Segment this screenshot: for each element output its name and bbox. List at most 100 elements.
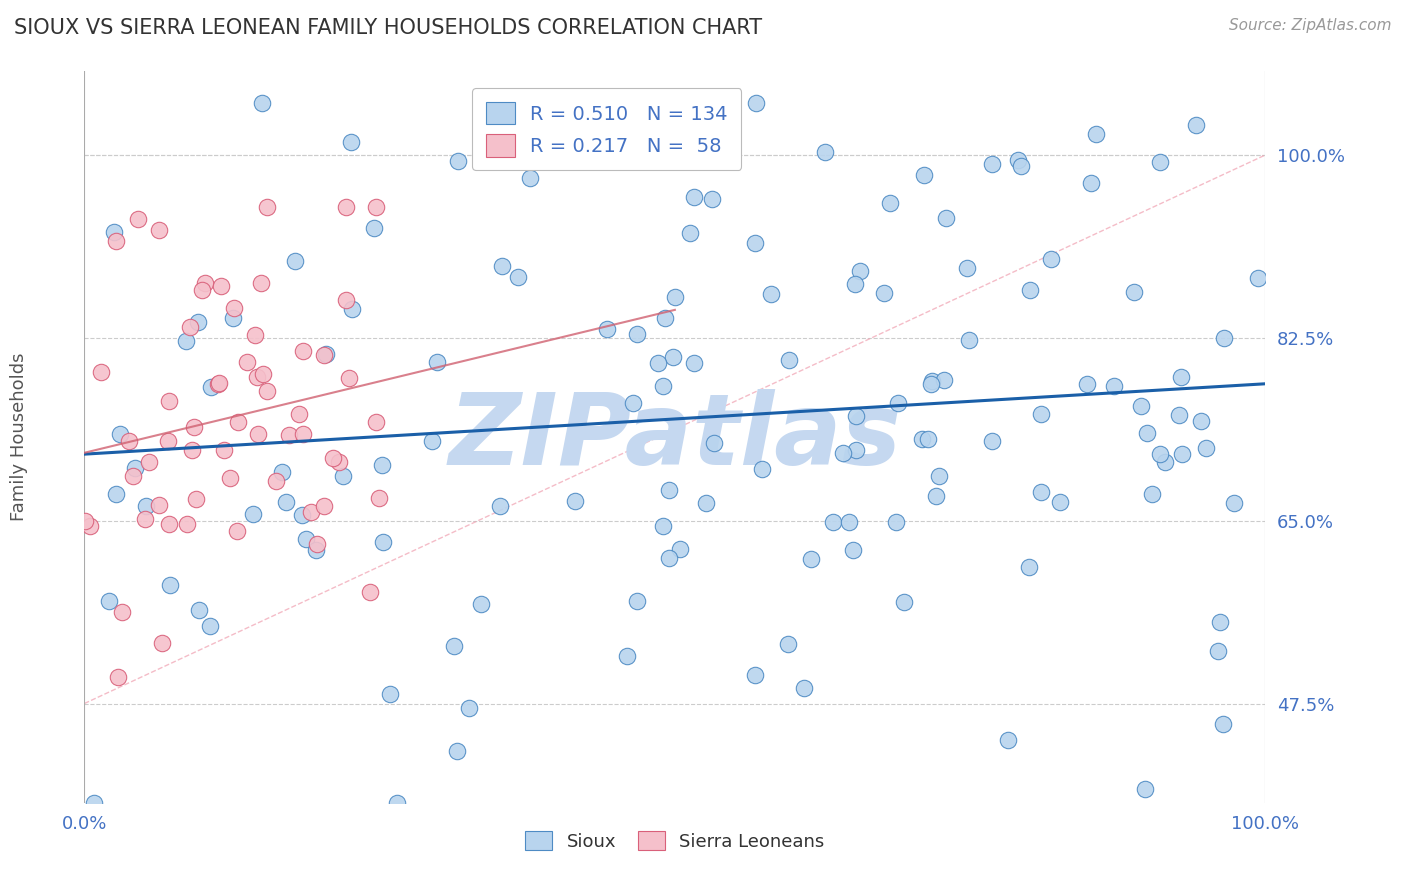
- Point: [695, 496, 717, 510]
- Point: [911, 432, 934, 446]
- Point: [1085, 127, 1108, 141]
- Point: [997, 733, 1019, 747]
- Point: [1149, 154, 1171, 169]
- Point: [1018, 283, 1040, 297]
- Point: [97, 594, 120, 608]
- Point: [295, 533, 318, 547]
- Point: [359, 585, 381, 599]
- Point: [1185, 118, 1208, 132]
- Point: [981, 434, 1004, 449]
- Point: [1080, 177, 1102, 191]
- Point: [148, 222, 170, 236]
- Point: [256, 384, 278, 398]
- Point: [1195, 442, 1218, 456]
- Point: [679, 226, 702, 240]
- Point: [371, 458, 394, 472]
- Point: [519, 171, 541, 186]
- Point: [921, 375, 943, 389]
- Point: [564, 494, 586, 508]
- Legend: Sioux, Sierra Leoneans: Sioux, Sierra Leoneans: [516, 822, 834, 860]
- Point: [124, 461, 146, 475]
- Point: [873, 285, 896, 300]
- Point: [886, 515, 908, 529]
- Point: [703, 436, 725, 450]
- Point: [364, 200, 387, 214]
- Point: [176, 517, 198, 532]
- Point: [246, 427, 269, 442]
- Point: [198, 619, 221, 633]
- Point: [1031, 485, 1053, 500]
- Point: [118, 434, 141, 448]
- Point: [271, 465, 294, 479]
- Point: [626, 593, 648, 607]
- Point: [226, 415, 249, 429]
- Point: [751, 461, 773, 475]
- Point: [879, 195, 901, 210]
- Point: [83, 796, 105, 810]
- Point: [1189, 414, 1212, 428]
- Text: ZIPatlas: ZIPatlas: [449, 389, 901, 485]
- Point: [371, 535, 394, 549]
- Point: [935, 211, 957, 225]
- Point: [226, 524, 249, 539]
- Point: [366, 415, 388, 429]
- Point: [105, 234, 128, 248]
- Point: [1247, 271, 1270, 285]
- Point: [291, 427, 314, 442]
- Point: [159, 578, 181, 592]
- Point: [626, 326, 648, 341]
- Point: [887, 396, 910, 410]
- Point: [647, 355, 669, 369]
- Point: [1212, 330, 1234, 344]
- Point: [1171, 447, 1194, 461]
- Point: [105, 486, 128, 500]
- Point: [1206, 643, 1229, 657]
- Point: [111, 606, 134, 620]
- Point: [1149, 447, 1171, 461]
- Point: [288, 407, 311, 421]
- Point: [299, 505, 322, 519]
- Point: [838, 516, 860, 530]
- Point: [134, 511, 156, 525]
- Point: [845, 409, 868, 424]
- Point: [1170, 370, 1192, 384]
- Point: [457, 700, 479, 714]
- Text: SIOUX VS SIERRA LEONEAN FAMILY HOUSEHOLDS CORRELATION CHART: SIOUX VS SIERRA LEONEAN FAMILY HOUSEHOLD…: [14, 18, 762, 37]
- Point: [848, 264, 870, 278]
- Point: [443, 639, 465, 653]
- Point: [108, 427, 131, 442]
- Point: [246, 370, 269, 384]
- Point: [823, 516, 845, 530]
- Point: [844, 277, 866, 291]
- Point: [367, 491, 389, 506]
- Point: [832, 446, 855, 460]
- Point: [107, 670, 129, 684]
- Point: [209, 279, 232, 293]
- Point: [127, 212, 149, 227]
- Point: [191, 283, 214, 297]
- Point: [218, 471, 240, 485]
- Point: [1104, 379, 1126, 393]
- Point: [340, 135, 363, 149]
- Point: [277, 427, 299, 442]
- Point: [800, 551, 823, 566]
- Point: [700, 192, 723, 206]
- Point: [491, 259, 513, 273]
- Point: [1223, 496, 1246, 510]
- Point: [252, 368, 274, 382]
- Point: [207, 376, 229, 391]
- Point: [276, 495, 298, 509]
- Point: [664, 290, 686, 304]
- Point: [1018, 560, 1040, 574]
- Text: Source: ZipAtlas.com: Source: ZipAtlas.com: [1229, 18, 1392, 33]
- Point: [187, 315, 209, 329]
- Point: [893, 595, 915, 609]
- Point: [208, 376, 231, 390]
- Point: [312, 499, 335, 513]
- Point: [181, 442, 204, 457]
- Point: [378, 687, 401, 701]
- Point: [235, 355, 257, 369]
- Point: [335, 200, 357, 214]
- Point: [651, 379, 673, 393]
- Point: [744, 668, 766, 682]
